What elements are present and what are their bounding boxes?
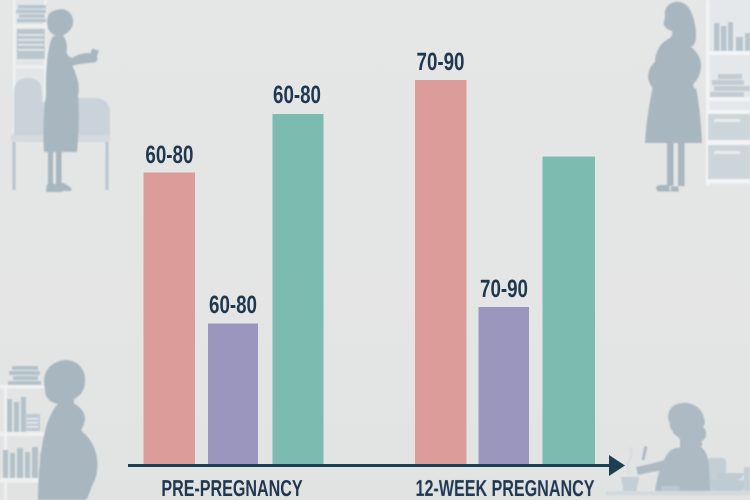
svg-text:12-WEEK PREGNANCY: 12-WEEK PREGNANCY: [416, 475, 595, 500]
svg-text:70-90: 70-90: [480, 275, 528, 303]
svg-text:PRE-PREGNANCY: PRE-PREGNANCY: [161, 475, 302, 500]
svg-text:60-80: 60-80: [209, 291, 257, 319]
svg-text:70-90: 70-90: [417, 48, 465, 76]
svg-text:60-80: 60-80: [273, 81, 321, 109]
svg-text:60-80: 60-80: [145, 141, 193, 169]
